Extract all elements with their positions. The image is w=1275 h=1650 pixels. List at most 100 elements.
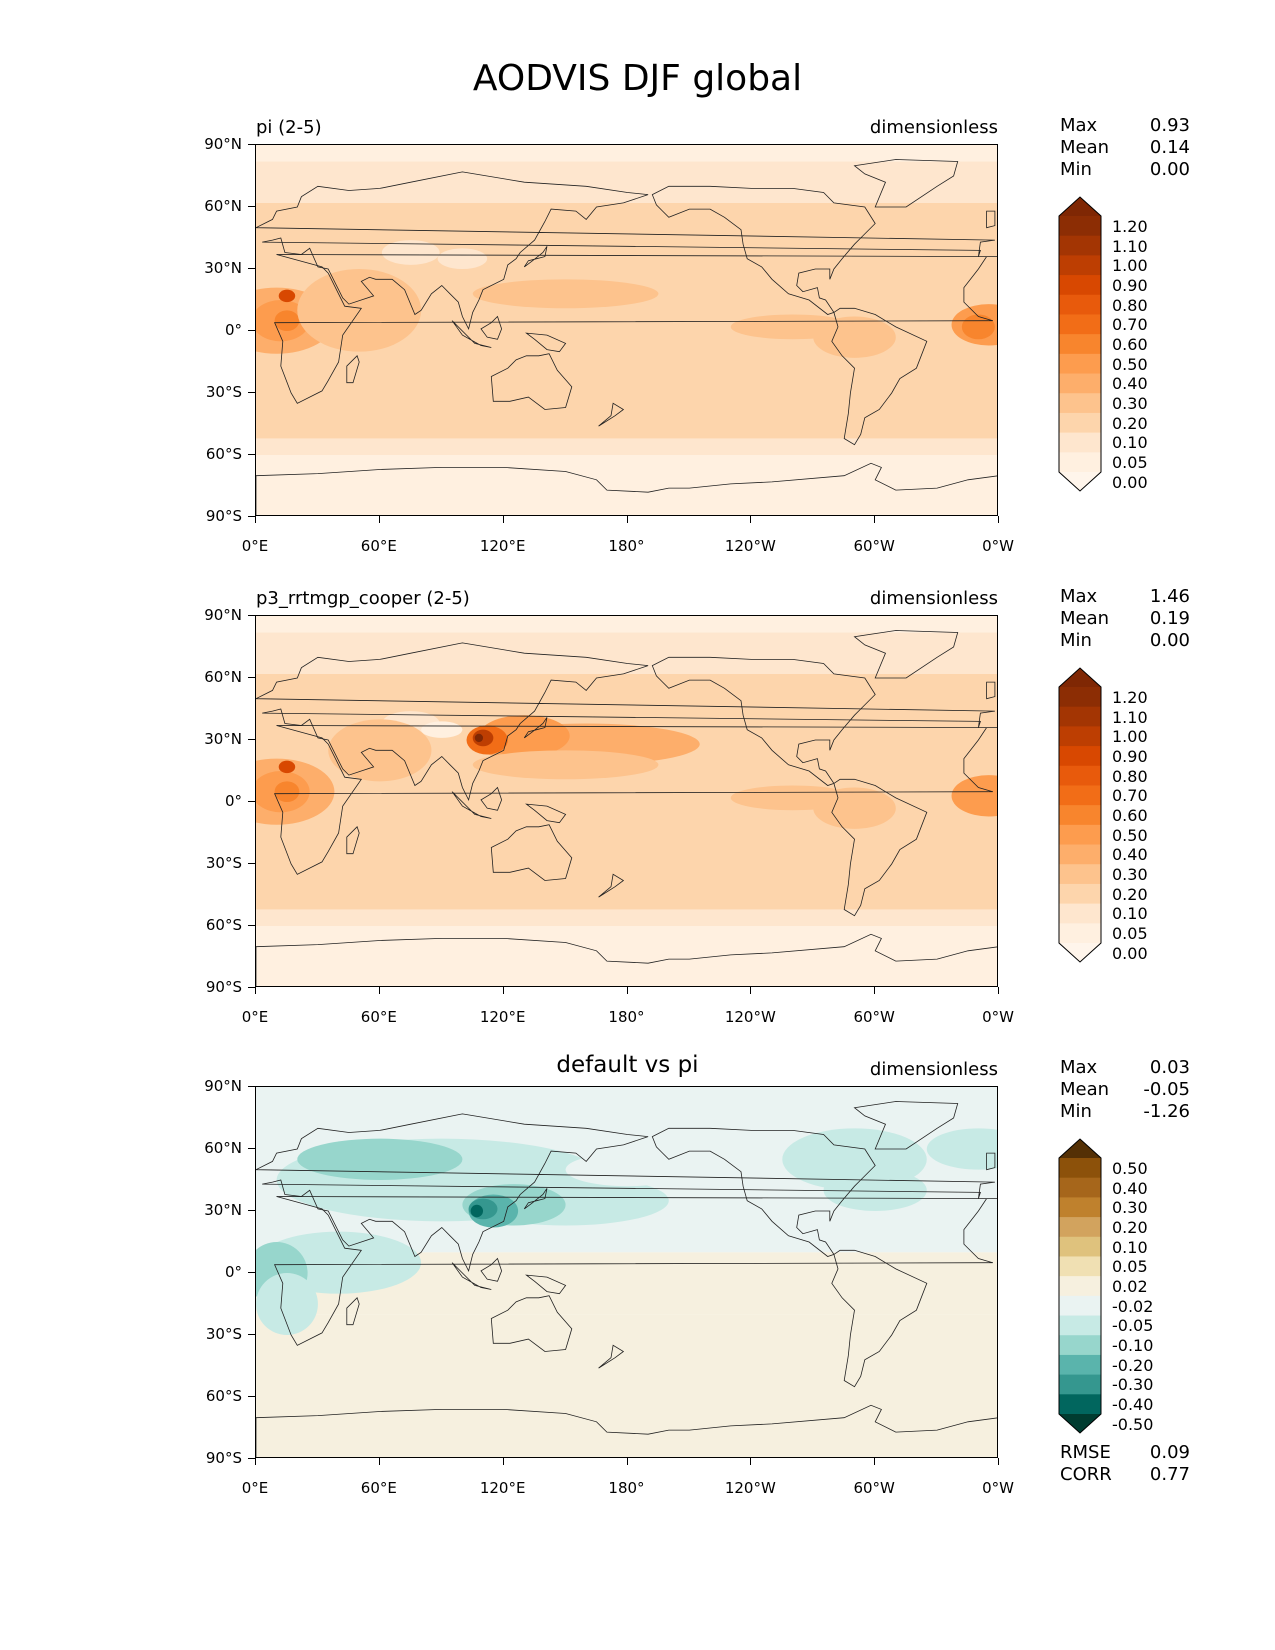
coastline bbox=[853, 159, 959, 208]
lon-tick-mark bbox=[502, 987, 504, 994]
colorbar-tick-label: 0.80 bbox=[1112, 766, 1148, 786]
coastline bbox=[986, 681, 996, 700]
colorbar-tick-label: 0.50 bbox=[1112, 354, 1148, 374]
colorbar-tick-label: 0.50 bbox=[1112, 825, 1148, 845]
coastline bbox=[598, 402, 625, 427]
colorbar-tick-label: 0.10 bbox=[1112, 433, 1148, 453]
map-field bbox=[256, 616, 997, 986]
coastline bbox=[480, 315, 503, 340]
field-contour bbox=[470, 1204, 484, 1218]
colorbar-tick-label: 1.20 bbox=[1112, 687, 1148, 707]
lat-tick-label: 60°S bbox=[205, 445, 242, 463]
coastline bbox=[273, 725, 997, 875]
stat-key: Mean bbox=[1060, 608, 1110, 629]
lon-tick-mark bbox=[255, 1458, 256, 1465]
field-band bbox=[256, 145, 997, 162]
coastline bbox=[490, 353, 573, 410]
colorbar-tick-label: 0.90 bbox=[1112, 275, 1148, 295]
lat-tick-label: 0° bbox=[224, 792, 242, 810]
coastline bbox=[651, 656, 876, 786]
map-plot-area bbox=[255, 615, 998, 987]
lat-tick-label: 30°N bbox=[204, 1201, 242, 1219]
colorbar-segment bbox=[1059, 373, 1101, 394]
colorbar-segment bbox=[1059, 1354, 1101, 1376]
lat-tick-label: 90°S bbox=[205, 1449, 242, 1467]
colorbar-tick-label: 0.60 bbox=[1112, 334, 1148, 354]
colorbar-segment bbox=[1059, 923, 1101, 944]
colorbar-tick-label: 0.70 bbox=[1112, 315, 1148, 335]
coastline bbox=[256, 1404, 997, 1457]
colorbar-tick-label: 0.02 bbox=[1112, 1276, 1148, 1296]
stat-row: RMSE 0.09 bbox=[1060, 1442, 1190, 1464]
lat-tick-mark bbox=[248, 144, 255, 145]
stat-key: Max bbox=[1060, 115, 1098, 136]
stats-box: Max 1.46 Mean 0.19 Min 0.00 bbox=[1060, 586, 1190, 652]
colorbar-tick-label: 1.00 bbox=[1112, 256, 1148, 276]
lon-tick-label: 0°E bbox=[241, 1479, 269, 1497]
lon-tick-mark bbox=[998, 516, 999, 523]
lat-tick-label: 90°N bbox=[204, 135, 242, 153]
colorbar-tick-label: 0.00 bbox=[1112, 943, 1148, 963]
field-contour bbox=[951, 775, 997, 817]
coastline bbox=[525, 332, 567, 353]
lat-tick-mark bbox=[248, 925, 255, 926]
lat-tick-label: 0° bbox=[224, 1263, 242, 1281]
colorbar-outline bbox=[1058, 667, 1102, 963]
field-contour bbox=[730, 314, 855, 340]
coastline bbox=[346, 1297, 360, 1326]
colorbar bbox=[1058, 667, 1102, 963]
colorbar-segment bbox=[1059, 412, 1101, 434]
lon-tick-mark bbox=[255, 987, 256, 994]
colorbar-tick-label: 0.40 bbox=[1112, 374, 1148, 394]
colorbar-segment bbox=[1059, 746, 1101, 767]
units-label: dimensionless bbox=[869, 588, 998, 609]
stat-value: 0.19 bbox=[1149, 608, 1190, 629]
colorbar-segment bbox=[1059, 844, 1101, 865]
field-band bbox=[256, 438, 997, 455]
lon-tick-mark bbox=[502, 516, 504, 523]
lat-tick-label: 60°N bbox=[204, 1139, 242, 1157]
coastline bbox=[523, 717, 548, 739]
lat-tick-label: 30°S bbox=[205, 854, 242, 872]
lat-tick-mark bbox=[248, 1148, 255, 1149]
lon-tick-label: 180° bbox=[608, 537, 645, 555]
lon-tick-mark bbox=[874, 1458, 876, 1465]
stat-key: RMSE bbox=[1060, 1442, 1111, 1463]
panel-p3-rrtmgp-cooper: p3_rrtmgp_cooper (2-5) dimensionless 90°N 6… bbox=[0, 523, 1275, 1026]
stats-box: Max 0.93 Mean 0.14 Min 0.00 bbox=[1060, 115, 1190, 181]
field-contour bbox=[297, 269, 422, 352]
coastline bbox=[598, 873, 625, 898]
lat-tick-mark bbox=[248, 1210, 255, 1211]
lon-tick-label: 120°W bbox=[724, 1479, 776, 1497]
colorbar-tick-label: -0.20 bbox=[1112, 1355, 1154, 1375]
colorbar-tick-label: 0.20 bbox=[1112, 413, 1148, 433]
lat-tick-mark bbox=[248, 987, 255, 988]
stat-value: 0.09 bbox=[1149, 1442, 1190, 1463]
colorbar-tick-label: 0.30 bbox=[1112, 1198, 1148, 1218]
colorbar-segment bbox=[1059, 903, 1101, 924]
colorbar-segment bbox=[1059, 294, 1101, 315]
field-band bbox=[256, 632, 997, 674]
units-label: dimensionless bbox=[869, 1059, 998, 1080]
lat-tick-label: 30°S bbox=[205, 383, 242, 401]
colorbar-svg bbox=[1058, 667, 1102, 963]
lat-tick-mark bbox=[248, 392, 255, 393]
coastline bbox=[256, 171, 995, 331]
colorbar-segment bbox=[1059, 1217, 1101, 1238]
lat-tick-label: 30°S bbox=[205, 1325, 242, 1343]
colorbar-tick-label: 0.50 bbox=[1112, 1158, 1148, 1178]
map-plot-area bbox=[255, 1086, 998, 1458]
lat-tick-mark bbox=[248, 454, 255, 455]
colorbar-tick-label: 0.10 bbox=[1112, 1237, 1148, 1257]
lon-tick-label: 60°E bbox=[360, 537, 397, 555]
colorbar-segment bbox=[1059, 1158, 1101, 1179]
colorbar-tick-label: 0.30 bbox=[1112, 865, 1148, 885]
stat-key: CORR bbox=[1060, 1464, 1112, 1485]
field-contour bbox=[437, 248, 488, 269]
lat-tick-mark bbox=[248, 863, 255, 864]
colorbar bbox=[1058, 196, 1102, 492]
stat-value: 0.77 bbox=[1149, 1464, 1190, 1485]
lon-tick-label: 120°W bbox=[724, 537, 776, 555]
lon-tick-mark bbox=[874, 516, 876, 523]
colorbar-segment bbox=[1059, 314, 1101, 335]
